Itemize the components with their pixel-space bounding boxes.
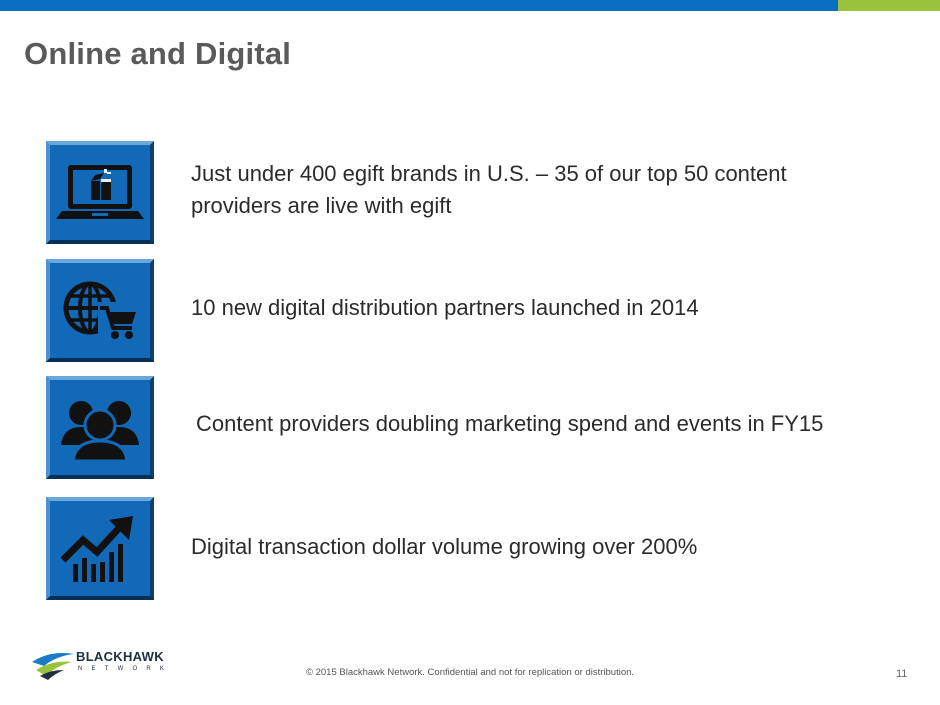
bullet-distribution-partners: 10 new digital distribution partners lau… xyxy=(191,295,699,320)
slide-title: Online and Digital xyxy=(24,36,292,71)
blackhawk-logo: BLACKHAWK NETWORK xyxy=(30,646,180,686)
copyright-notice: © 2015 Blackhawk Network. Confidential a… xyxy=(305,667,635,678)
laptop-gift-tile xyxy=(46,141,154,244)
logo-wordmark: BLACKHAWK xyxy=(76,649,164,664)
growth-chart-icon xyxy=(61,515,133,582)
logo-network-text: NETWORK xyxy=(78,666,174,672)
bullet-marketing-spend: Content providers doubling marketing spe… xyxy=(196,411,824,436)
bullet-transaction-volume: Digital transaction dollar volume growin… xyxy=(191,534,698,559)
bullet-egift-brands: Just under 400 egift brands in U.S. – 35… xyxy=(191,161,787,218)
people-group-tile xyxy=(46,376,154,479)
people-group-icon xyxy=(61,400,139,461)
globe-cart-tile xyxy=(46,259,154,362)
hawk-swoosh-icon xyxy=(32,653,74,680)
top-color-bar xyxy=(0,0,838,11)
globe-cart-icon xyxy=(63,281,138,342)
page-number: 11 xyxy=(896,668,908,680)
growth-chart-tile xyxy=(46,497,154,600)
top-accent-bar xyxy=(838,0,940,11)
laptop-gift-icon xyxy=(56,164,144,219)
